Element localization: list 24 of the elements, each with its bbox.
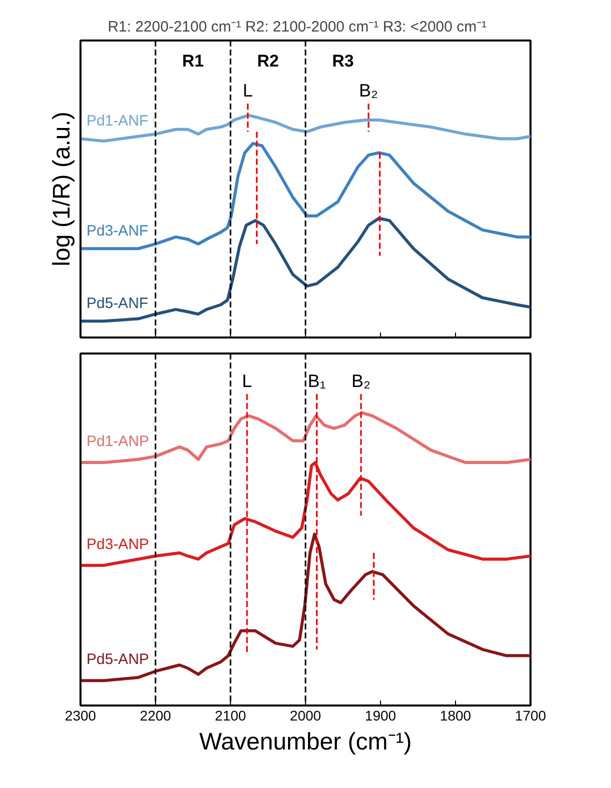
annotation: L [242, 80, 253, 101]
series-label: Pd1-ANF [86, 112, 148, 130]
annotation: B₂ [352, 370, 371, 391]
text: R3 [332, 52, 354, 70]
series-label: Pd3-ANP [86, 536, 150, 553]
x-tick-label: 2000 [290, 708, 322, 724]
annotation: L [242, 370, 252, 391]
y-axis-title: log (1/R) (a.u.) [48, 112, 76, 266]
annotation: B₁ [308, 370, 326, 391]
text: R1 [182, 52, 204, 70]
annotation: B₂ [359, 80, 378, 101]
text: R2 [257, 52, 279, 70]
x-tick-label: 2100 [214, 708, 246, 724]
series-label: Pd5-ANP [86, 651, 150, 668]
x-tick-label: 1900 [364, 708, 396, 724]
series-label: Pd1-ANP [86, 433, 150, 450]
x-tick-label: 2200 [140, 708, 172, 724]
x-tick-label: 2300 [64, 708, 96, 724]
x-tick-label: 1800 [440, 708, 472, 724]
series-label: Pd5-ANF [86, 294, 148, 312]
x-tick-label: 1700 [514, 708, 546, 724]
series-label: Pd3-ANF [86, 222, 148, 240]
chart-title: R1: 2200-2100 cm⁻¹ R2: 2100-2000 cm⁻¹ R3: <2000 cm⁻¹ [108, 18, 487, 36]
x-axis-title: Wavenumber (cm⁻¹) [199, 728, 412, 756]
